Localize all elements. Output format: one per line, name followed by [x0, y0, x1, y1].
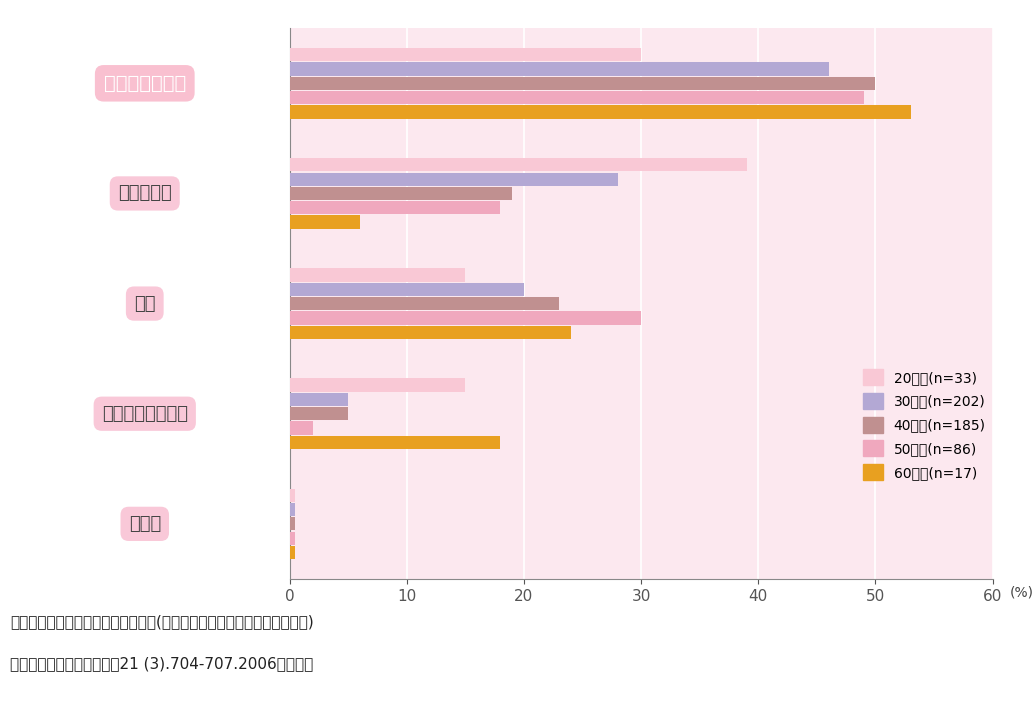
Bar	[290, 282, 524, 296]
Bar	[290, 546, 296, 559]
Bar	[290, 393, 348, 406]
Bar	[290, 201, 500, 215]
Text: わからない: わからない	[118, 184, 172, 203]
Text: 腰痛、腹痛がある: 腰痛、腹痛がある	[101, 405, 188, 423]
Bar	[290, 532, 296, 545]
Text: 滋賀朋子ほか：人間ドック21 (3).704-707.2006より作図: 滋賀朋子ほか：人間ドック21 (3).704-707.2006より作図	[10, 657, 313, 671]
Bar	[290, 91, 863, 104]
Bar	[290, 215, 360, 229]
Text: (%): (%)	[1010, 585, 1034, 599]
Bar	[290, 48, 641, 61]
Text: その他: その他	[128, 515, 161, 533]
Text: 図：子宮頸がんの自覚症状について(子宮がん検診に関する意識調査より): 図：子宮頸がんの自覚症状について(子宮がん検診に関する意識調査より)	[10, 614, 314, 629]
Bar	[290, 62, 828, 76]
Bar	[290, 421, 313, 435]
Bar	[290, 503, 296, 516]
Bar	[290, 172, 617, 186]
Bar	[290, 436, 500, 449]
Legend: 20歳代(n=33), 30歳代(n=202), 40歳代(n=185), 50歳代(n=86), 60歳代(n=17): 20歳代(n=33), 30歳代(n=202), 40歳代(n=185), 50…	[863, 369, 985, 480]
Bar	[290, 407, 348, 420]
Bar	[290, 77, 876, 90]
Text: 出血: 出血	[134, 294, 155, 313]
Bar	[290, 105, 911, 119]
Bar	[290, 158, 747, 172]
Text: 自覚症状はない: 自覚症状はない	[103, 74, 186, 92]
Bar	[290, 187, 512, 200]
Bar	[290, 489, 296, 502]
Bar	[290, 517, 296, 530]
Bar	[290, 325, 571, 339]
Bar	[290, 378, 465, 392]
Bar	[290, 268, 465, 282]
Bar	[290, 297, 559, 310]
Bar	[290, 311, 641, 325]
